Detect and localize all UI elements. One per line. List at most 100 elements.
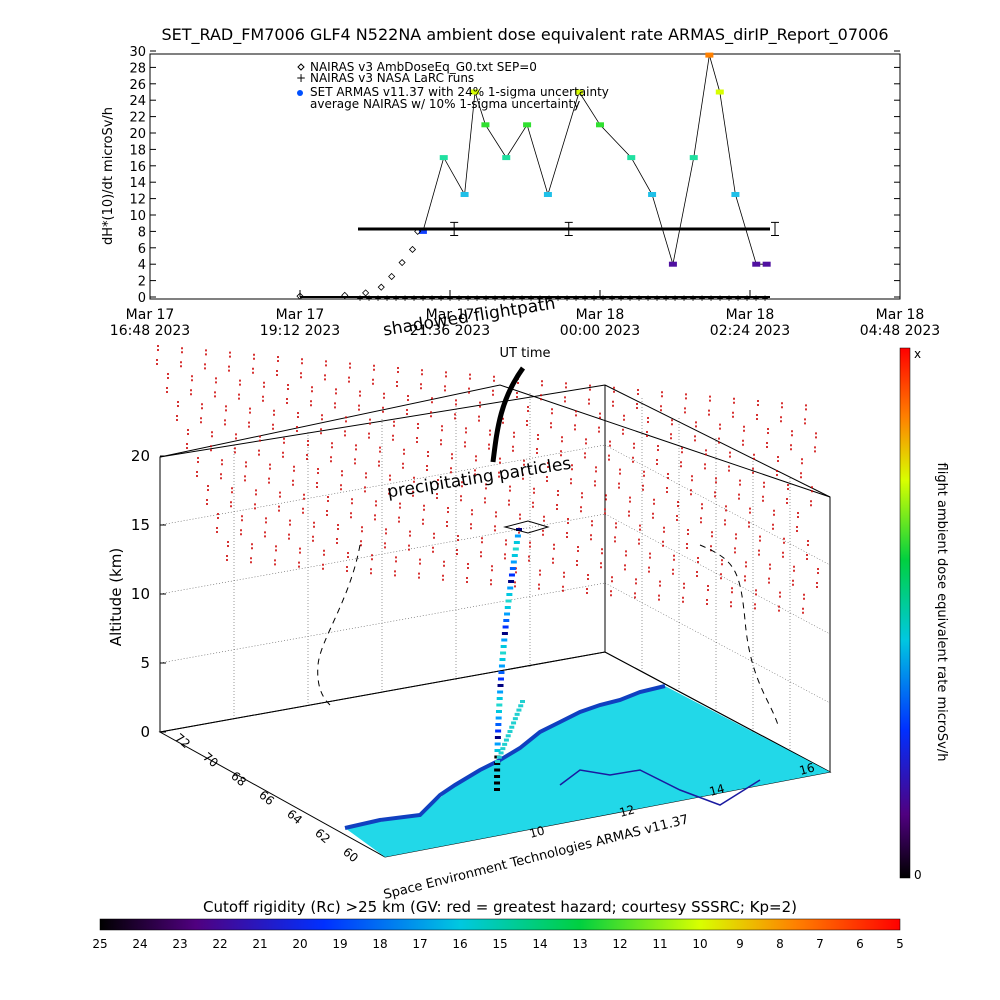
baseline-plus-marker: + — [716, 294, 724, 304]
bottom-colorbar-tick-label: 5 — [896, 937, 904, 951]
baseline-plus-marker: + — [626, 294, 634, 304]
altitude-ticks: 0 5 10 15 20 — [131, 447, 166, 741]
longitude-tick-label: 12 — [618, 802, 636, 819]
flight-path-point — [504, 612, 511, 616]
y-tick-label: 10 — [129, 209, 146, 224]
flight-path-point — [500, 645, 507, 648]
flight-path-point — [497, 690, 504, 694]
baseline-plus-marker: + — [635, 294, 643, 304]
x-tick-label-time: 02:24 2023 — [710, 323, 790, 339]
ground-track-point — [507, 730, 513, 733]
bottom-colorbar-tick-label: 11 — [652, 937, 667, 951]
baseline-plus-marker: + — [491, 294, 499, 304]
armas-dose-point — [648, 192, 657, 197]
armas-dose-point — [715, 89, 724, 95]
flight-path-3d — [494, 528, 525, 791]
right-colorbar-bottom-label: 0 — [914, 868, 922, 882]
flight-path-point — [508, 573, 515, 577]
baseline-plus-marker: + — [536, 294, 544, 304]
legend-item-2: SET ARMAS v11.37 with 24% 1-sigma uncert… — [297, 85, 609, 99]
baseline-plus-marker: + — [383, 294, 391, 304]
bottom-colorbar-tick-label: 8 — [776, 937, 784, 951]
baseline-plus-marker: + — [590, 294, 598, 304]
flight-path-point — [494, 736, 501, 739]
right-colorbar-gradient — [899, 347, 911, 879]
nairas-diamond-point — [408, 245, 417, 254]
figure-title: SET_RAD_FM7006 GLF4 N522NA ambient dose … — [161, 25, 888, 45]
flight-path-point — [494, 781, 501, 785]
ground-track-point — [511, 721, 517, 725]
flight-path-point — [495, 716, 502, 720]
grid-line — [159, 582, 606, 664]
nairas-error-bars — [450, 221, 779, 236]
y-tick-label: 0 — [138, 291, 146, 306]
grid-line — [604, 513, 831, 635]
flight-path-point — [499, 658, 506, 661]
baseline-plus-marker: + — [653, 294, 661, 304]
baseline-plus-marker: + — [698, 294, 706, 304]
flight-path-point — [497, 677, 504, 681]
flight-path-point — [508, 580, 515, 583]
flight-path-point — [512, 547, 519, 551]
flight-path-point — [494, 762, 501, 765]
flight-path-point — [496, 697, 503, 700]
bottom-colorbar-tick-label: 21 — [252, 937, 267, 951]
latitude-tick-label: 70 — [200, 750, 221, 771]
armas-dose-point — [481, 122, 490, 128]
map-border-line — [559, 769, 761, 806]
y-tick-label: 20 — [129, 127, 146, 142]
bottom-colorbar-tick-label: 7 — [816, 937, 824, 951]
shadow-profile-top — [490, 366, 526, 463]
map-coastline — [344, 684, 666, 830]
latitude-tick-label: 60 — [340, 845, 361, 866]
baseline-plus-marker: + — [446, 294, 454, 304]
flight-path-point — [495, 729, 502, 733]
baseline-plus-marker: + — [743, 294, 751, 304]
aircraft-icon — [503, 520, 550, 534]
flight-path-point — [498, 664, 505, 668]
grid-line — [159, 444, 606, 526]
y-tick-label: 30 — [129, 45, 146, 60]
shadow-curve-right — [699, 544, 779, 726]
baseline-plus-marker: + — [707, 294, 715, 304]
baseline-plus-marker: + — [455, 294, 463, 304]
ground-track-point — [505, 734, 511, 738]
nairas-larc-markers: + + + + + + + + + + + + + + + + + + + + + + + + + + + + + + + + + + + + + + + +… — [356, 294, 769, 304]
legend-item-0: NAIRAS v3 AmbDoseEq_G0.txt SEP=0 — [297, 60, 537, 74]
baseline-plus-marker: + — [527, 294, 535, 304]
nairas-climb-markers — [296, 227, 422, 300]
baseline-plus-marker: + — [554, 294, 562, 304]
baseline-plus-marker: + — [563, 294, 571, 304]
latitude-tick-label: 62 — [312, 826, 333, 847]
legend-label-1: NAIRAS v3 NASA LaRC runs — [310, 71, 474, 85]
bottom-colorbar-tick-label: 10 — [692, 937, 707, 951]
y-tick-label: 12 — [129, 193, 146, 208]
bottom-colorbar-tick-label: 16 — [452, 937, 467, 951]
baseline-plus-marker: + — [365, 294, 373, 304]
y-tick-label: 16 — [129, 160, 146, 175]
flight-path-point — [507, 586, 514, 590]
baseline-plus-marker: + — [617, 294, 625, 304]
baseline-plus-marker: + — [509, 294, 517, 304]
armas-dose-point — [439, 155, 448, 161]
y-tick-label: 28 — [129, 61, 146, 76]
baseline-plus-marker: + — [572, 294, 580, 304]
altitude-tick-label: 5 — [140, 654, 150, 672]
bottom-colorbar: Cutoff rigidity (Rc) >25 km (GV: red = g… — [92, 898, 903, 951]
baseline-plus-marker: + — [437, 294, 445, 304]
y-tick-label: 18 — [129, 143, 146, 158]
armas-dose-points — [418, 52, 771, 267]
baseline-plus-marker: + — [680, 294, 688, 304]
armas-dose-point — [523, 122, 532, 128]
armas-dose-point — [502, 155, 511, 161]
nairas-diamond-point — [377, 283, 385, 291]
armas-dose-point — [627, 155, 636, 161]
flight-path-point — [494, 775, 501, 778]
baseline-plus-marker: + — [689, 294, 697, 304]
flight-path-point — [510, 560, 517, 564]
y-tick-label: 2 — [138, 275, 146, 290]
flight-path-point — [509, 567, 516, 570]
baseline-plus-marker: + — [608, 294, 616, 304]
